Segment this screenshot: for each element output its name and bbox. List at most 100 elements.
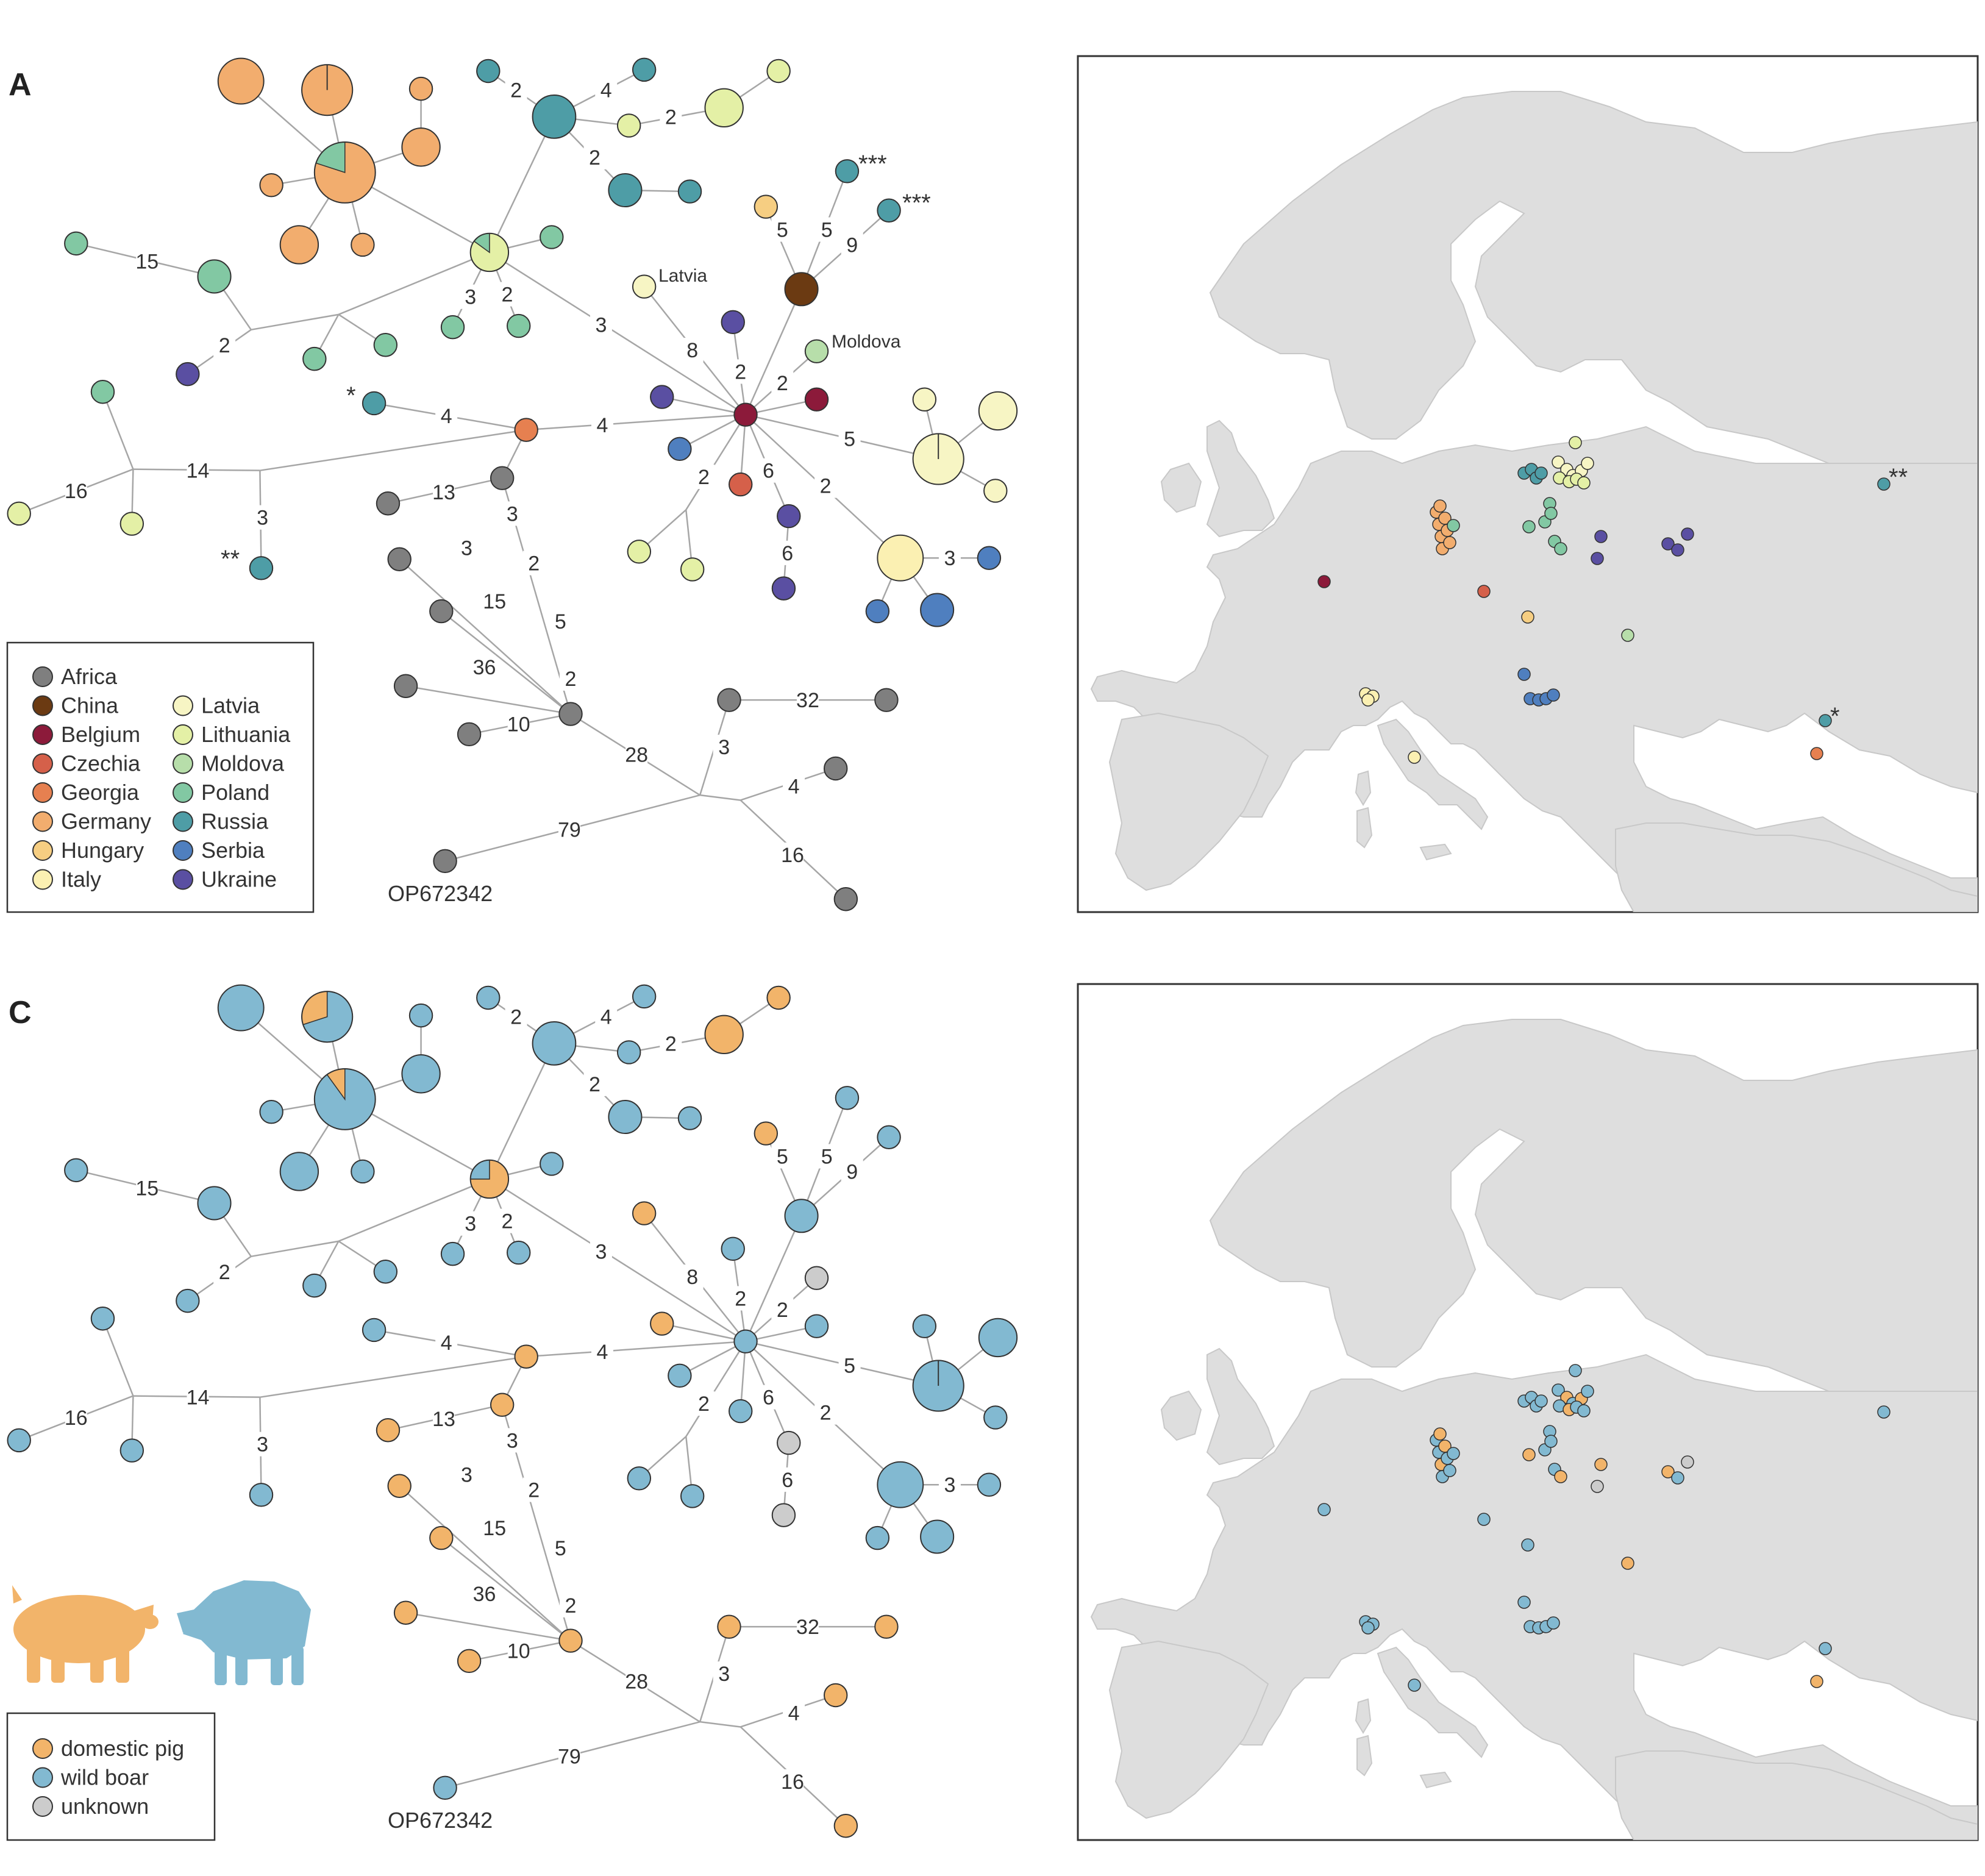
- network-edge: [102, 1318, 134, 1397]
- edge-label: 2: [665, 105, 677, 129]
- haplotype-node: [777, 504, 801, 529]
- haplotype-node: [440, 1241, 465, 1266]
- map-sample-point: [1661, 1465, 1675, 1478]
- legend-item-host: wild boar: [32, 1765, 149, 1790]
- edge-label-bg: [558, 817, 580, 842]
- edge-label: 3: [718, 1663, 730, 1686]
- map-sample-point: [1591, 552, 1604, 565]
- edge-label-bg: [591, 1339, 613, 1364]
- edge-label: 3: [595, 313, 607, 337]
- edge-label: 9: [846, 234, 858, 257]
- edge-label-bg: [483, 588, 506, 613]
- edge-label-bg: [771, 371, 794, 396]
- edge-label: 9: [846, 1160, 858, 1183]
- edge-label: 3: [465, 286, 476, 309]
- map-sample-point: [1433, 499, 1447, 513]
- annotation-star-1: *: [346, 382, 356, 409]
- edge-label-bg: [757, 1385, 780, 1410]
- haplotype-node: [176, 1288, 200, 1313]
- haplotype-node: [754, 194, 779, 219]
- edge-label: 2: [820, 475, 832, 498]
- legend-swatch: [32, 1767, 53, 1788]
- map-sample-point: [1581, 1385, 1594, 1398]
- edge-label: 6: [763, 1386, 774, 1410]
- edge-label: 4: [600, 79, 612, 102]
- haplotype-node: [704, 88, 744, 128]
- legend-label: Ukraine: [201, 867, 277, 892]
- edge-label: 2: [698, 1393, 710, 1416]
- edge-label: 2: [589, 1073, 600, 1096]
- map-sample-point: [1438, 512, 1452, 525]
- edge-label-bg: [938, 1472, 961, 1497]
- haplotype-node: [362, 391, 387, 416]
- map-sample-point: [1477, 585, 1491, 598]
- legend-swatch: [32, 869, 53, 890]
- haplotype-node: [507, 313, 531, 338]
- haplotype-node: [766, 59, 791, 84]
- legend-item-country: Germany: [32, 809, 151, 834]
- edge-label-bg: [776, 1467, 799, 1492]
- edge-label: 15: [483, 590, 506, 613]
- haplotype-node: [650, 385, 674, 409]
- edge-label: 10: [507, 1640, 530, 1663]
- map-sample-point: [1877, 477, 1891, 491]
- network-edge: [260, 429, 527, 471]
- edge-label: 2: [510, 1006, 522, 1029]
- edge-label-bg: [838, 1353, 861, 1378]
- map-sample-point: [1361, 693, 1375, 707]
- haplotype-node: [865, 599, 890, 624]
- edge-label-bg: [505, 1004, 527, 1029]
- haplotype-node: [721, 310, 745, 335]
- edge-label: 2: [510, 79, 522, 102]
- legend-swatch: [32, 1796, 53, 1817]
- legend-swatch: [173, 695, 193, 716]
- haplotype-node: [393, 674, 418, 699]
- haplotype-node: [717, 688, 741, 712]
- legend-item-country: Lithuania: [173, 722, 291, 747]
- map-sample-point: [1594, 1458, 1608, 1471]
- haplotype-node: [632, 984, 657, 1009]
- edge-label: 2: [777, 372, 788, 395]
- edge-label-bg: [213, 332, 236, 357]
- haplotype-node: [313, 141, 376, 204]
- map-sample-point: [1534, 466, 1548, 480]
- haplotype-node: [197, 1186, 232, 1221]
- edge-label: 6: [782, 1469, 793, 1492]
- annotation-star-3a: ***: [858, 151, 887, 177]
- edge-label: 36: [473, 1583, 496, 1606]
- haplotype-node: [476, 59, 501, 84]
- haplotype-node: [920, 1519, 955, 1554]
- network-edge: [700, 1721, 741, 1728]
- edge-label-bg: [771, 1297, 794, 1322]
- edge-label-bg: [507, 1638, 530, 1663]
- edge-label-bg: [796, 1614, 819, 1639]
- haplotype-node: [912, 1314, 937, 1338]
- haplotype-node: [408, 76, 433, 101]
- network-edge: [526, 1340, 746, 1358]
- haplotype-node: [729, 472, 753, 497]
- edge-label-bg: [729, 359, 752, 384]
- network-edge: [489, 251, 746, 416]
- map-sample-point: [1621, 1557, 1634, 1570]
- network-edge: [399, 1485, 571, 1641]
- legend-swatch: [32, 1738, 53, 1759]
- haplotype-node: [440, 315, 465, 340]
- edge-label-bg: [816, 1144, 838, 1169]
- legend-item-country: Serbia: [173, 838, 265, 863]
- edge-label-bg: [771, 1144, 794, 1169]
- network-edge: [399, 558, 571, 715]
- haplotype-node: [7, 501, 31, 526]
- haplotype-node: [733, 402, 758, 427]
- legend-item-country: China: [32, 693, 119, 718]
- haplotype-node: [978, 391, 1018, 431]
- edge-label: 5: [844, 428, 855, 451]
- edge-label: 2: [777, 1299, 788, 1322]
- edge-label: 3: [718, 736, 730, 759]
- network-edge: [338, 1178, 490, 1242]
- haplotype-node: [376, 491, 401, 516]
- map-sample-point: [1317, 575, 1331, 588]
- edge-label: 3: [944, 547, 955, 570]
- haplotype-node: [259, 1099, 283, 1124]
- edge-label-bg: [590, 1239, 612, 1264]
